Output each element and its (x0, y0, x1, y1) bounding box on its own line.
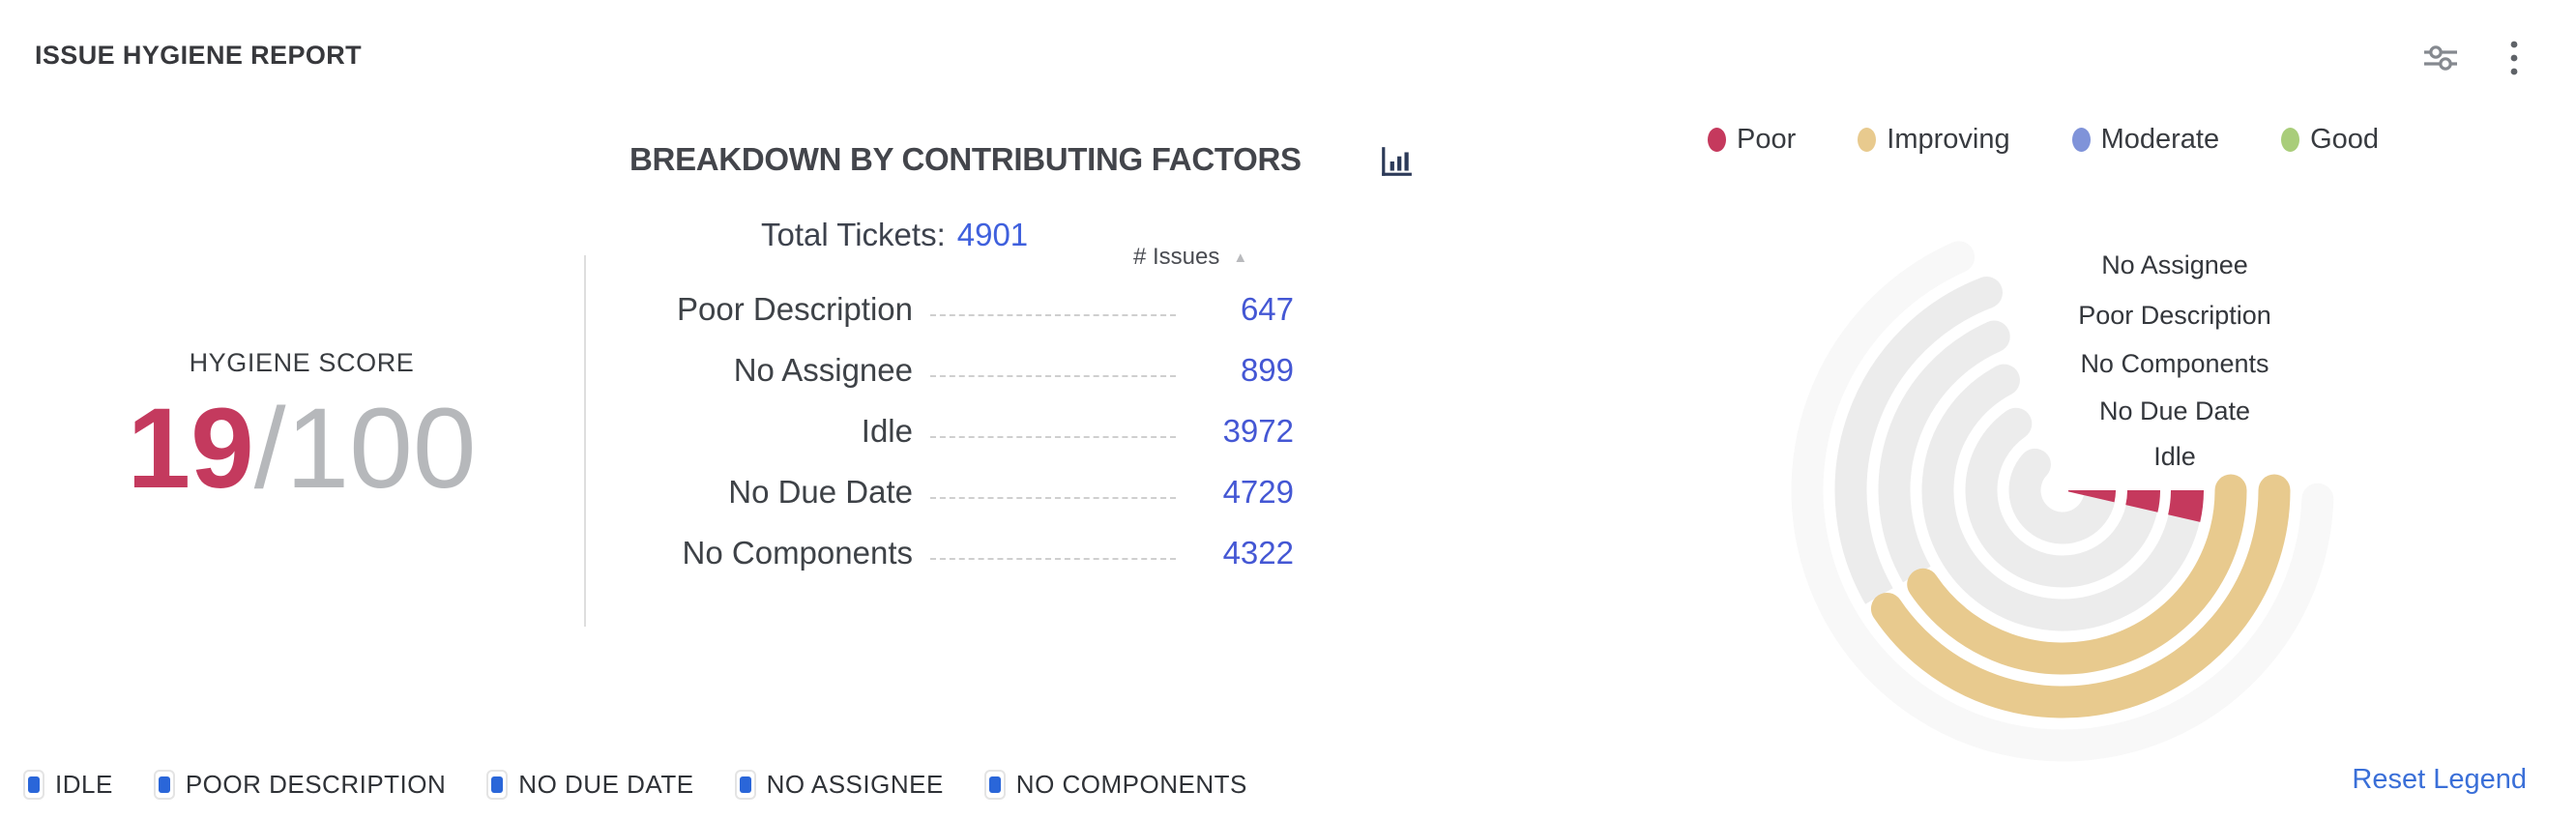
radial-chart-canvas[interactable] (1787, 217, 2348, 768)
legend-toggle-label: POOR DESCRIPTION (185, 769, 447, 799)
legend-label: Improving (1887, 124, 2010, 155)
ring-fill-poor-description[interactable] (1907, 474, 2247, 675)
legend-toggle-no-components[interactable]: NO COMPONENTS (983, 769, 1247, 800)
hygiene-score-block: HYGIENE SCORE 19/100 (60, 348, 543, 506)
factor-label: No Components (682, 534, 913, 571)
ghost-ring-track[interactable] (1791, 241, 2334, 762)
bar-chip-icon (983, 769, 1006, 800)
total-tickets-value[interactable]: 4901 (956, 217, 1029, 252)
legend-label: Good (2310, 124, 2380, 155)
ring-label-no-assignee: No Assignee (2101, 250, 2248, 279)
ring-label-idle: Idle (2153, 442, 2196, 471)
kebab-menu-icon[interactable] (2495, 39, 2533, 77)
header-toolbar (2421, 39, 2533, 77)
total-tickets-line: Total Tickets: 4901 (761, 217, 1028, 253)
bar-chip-icon (153, 769, 175, 800)
ring-fill-no-components[interactable] (2168, 490, 2204, 522)
bar-chip-icon (734, 769, 756, 800)
hygiene-score-label: HYGIENE SCORE (189, 348, 415, 377)
radial-bar-chart[interactable]: No Assignee Poor Description No Componen… (1787, 217, 2348, 768)
ring-track-no-components[interactable] (1921, 366, 2200, 631)
dotted-leader (930, 435, 1176, 438)
dotted-leader (930, 374, 1176, 377)
ring-track-no-assignee[interactable] (1834, 278, 1993, 604)
moderate-dot-icon (2071, 128, 2091, 152)
score-max: 100 (285, 385, 477, 512)
legend-toggle-label: IDLE (55, 769, 113, 799)
factor-count-link[interactable]: 647 (1240, 290, 1294, 327)
ring-fill-no-due-date[interactable] (2125, 490, 2160, 512)
legend-item-moderate[interactable]: Moderate (2071, 124, 2220, 156)
poor-dot-icon (1708, 128, 1726, 152)
issues-header-label: # Issues (1133, 244, 1220, 270)
table-row: No Assignee 899 (630, 339, 1294, 400)
dotted-leader (930, 496, 1176, 499)
legend-toggle-label: NO COMPONENTS (1015, 769, 1247, 799)
legend-toggle-no-due-date[interactable]: NO DUE DATE (486, 769, 694, 800)
legend-item-poor[interactable]: Poor (1708, 124, 1796, 156)
legend-item-improving[interactable]: Improving (1858, 124, 2010, 156)
ring-fill-no-assignee[interactable] (1870, 474, 2291, 718)
ring-track-idle[interactable] (2008, 454, 2116, 544)
legend-toggle-idle[interactable]: IDLE (23, 769, 113, 800)
legend-toggle-label: NO ASSIGNEE (766, 769, 944, 799)
bar-chip-icon (23, 769, 44, 800)
hygiene-score-value: 19/100 (60, 392, 543, 506)
legend-item-good[interactable]: Good (2281, 124, 2379, 156)
table-row: Poor Description 647 (630, 278, 1294, 339)
dotted-leader (930, 557, 1176, 560)
total-tickets-label: Total Tickets: (761, 217, 946, 252)
legend-label: Moderate (2100, 124, 2220, 155)
table-row: No Due Date 4729 (630, 461, 1294, 522)
series-legend: IDLE POOR DESCRIPTION NO DUE DATE NO ASS… (23, 756, 1247, 812)
breakdown-table: Poor Description 647 No Assignee 899 Idl… (630, 278, 1294, 583)
ring-label-poor-description: Poor Description (2078, 301, 2271, 330)
factor-count-link[interactable]: 3972 (1222, 412, 1294, 449)
factor-label: No Assignee (733, 351, 913, 388)
bar-chip-icon (486, 769, 509, 800)
factor-label: Poor Description (677, 290, 913, 327)
factor-count-link[interactable]: 899 (1240, 351, 1294, 388)
page-title: ISSUE HYGIENE REPORT (35, 41, 363, 70)
score-separator: / (253, 385, 286, 512)
bar-chart-icon[interactable] (1379, 143, 1414, 180)
ring-fill-idle[interactable] (2067, 490, 2116, 503)
sliders-settings-icon[interactable] (2421, 39, 2460, 77)
sort-ascending-icon[interactable]: ▲ (1233, 249, 1248, 266)
table-row: No Components 4322 (630, 522, 1294, 583)
ring-label-no-components: No Components (2080, 349, 2269, 378)
reset-legend-link[interactable]: Reset Legend (2352, 764, 2527, 795)
ring-track-poor-description[interactable] (1878, 321, 2002, 583)
factor-count-link[interactable]: 4729 (1222, 473, 1294, 510)
breakdown-title: BREAKDOWN BY CONTRIBUTING FACTORS (629, 141, 1302, 177)
status-legend: Poor Improving Moderate Good (1708, 124, 2379, 156)
issues-column-header[interactable]: # Issues ▲ (1133, 244, 1247, 271)
legend-label: Poor (1737, 124, 1797, 155)
legend-toggle-poor-description[interactable]: POOR DESCRIPTION (153, 769, 447, 800)
factor-count-link[interactable]: 4322 (1222, 534, 1294, 571)
score-current: 19 (127, 385, 254, 512)
legend-toggle-label: NO DUE DATE (518, 769, 694, 799)
vertical-divider (584, 255, 586, 627)
ring-label-no-due-date: No Due Date (2098, 396, 2251, 425)
factor-label: No Due Date (728, 473, 913, 510)
good-dot-icon (2281, 128, 2300, 152)
table-row: Idle 3972 (630, 400, 1294, 461)
improving-dot-icon (1858, 128, 1877, 152)
factor-label: Idle (861, 412, 913, 449)
ring-track-no-due-date[interactable] (1965, 410, 2157, 588)
dotted-leader (930, 313, 1176, 316)
legend-toggle-no-assignee[interactable]: NO ASSIGNEE (734, 769, 944, 800)
